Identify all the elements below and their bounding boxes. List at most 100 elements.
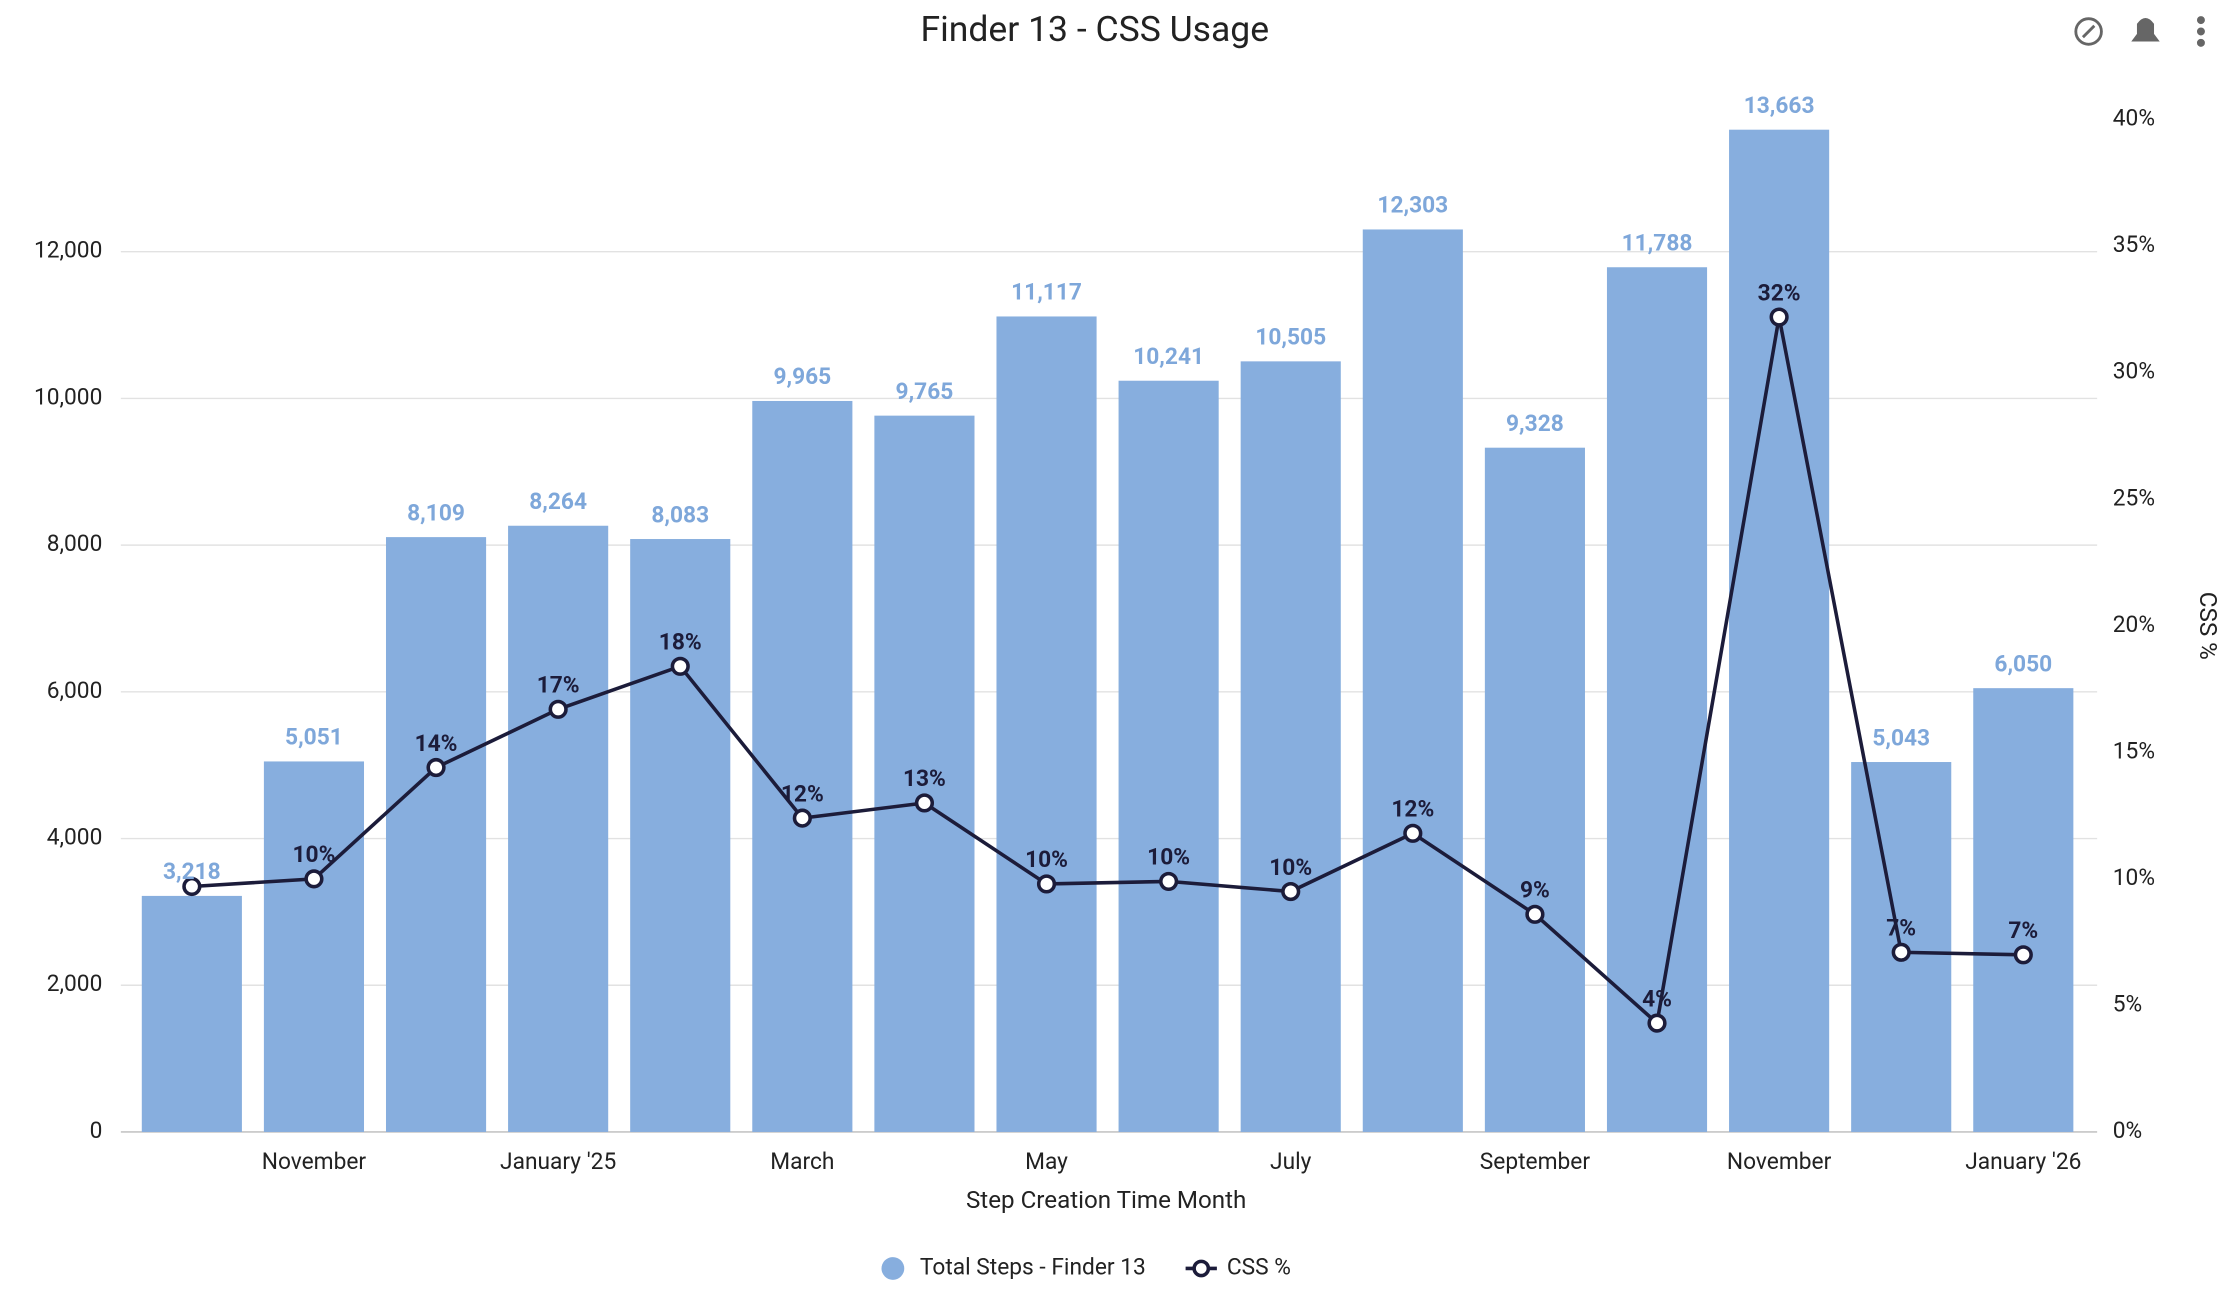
bar-value-label: 9,328 [1506, 410, 1564, 437]
bar-value-label: 10,241 [1133, 343, 1204, 370]
line-value-label: 9% [1520, 877, 1550, 904]
bar [996, 316, 1097, 1132]
x-tick-label: November [1727, 1148, 1832, 1175]
chart-title: Finder 13 - CSS Usage [920, 8, 1269, 50]
bar [1729, 129, 1830, 1132]
bar-value-label: 12,303 [1377, 192, 1448, 219]
line-point [304, 869, 324, 889]
line-point [2013, 945, 2033, 965]
menu-dot[interactable] [2196, 16, 2205, 25]
y-tick-label: 0 [90, 1117, 103, 1144]
x-axis-title: Step Creation Time Month [966, 1186, 1246, 1214]
bar [1973, 688, 2074, 1132]
bar [1118, 380, 1219, 1132]
line-value-label: 13% [903, 765, 946, 792]
bar-value-label: 9,765 [896, 378, 954, 405]
alert-icon[interactable] [2131, 18, 2160, 42]
legend-swatch [1192, 1259, 1211, 1278]
bar [1362, 229, 1463, 1132]
bar-value-label: 13,663 [1744, 92, 1815, 119]
line-point [1769, 307, 1789, 327]
bar [263, 761, 365, 1132]
y-tick-label: 10,000 [34, 383, 102, 410]
x-tick-label: November [262, 1148, 367, 1175]
bar-value-label: 8,264 [529, 488, 587, 515]
y2-tick-label: 25% [2113, 484, 2155, 511]
menu-dot[interactable] [2196, 27, 2205, 36]
y2-tick-label: 5% [2113, 990, 2142, 1017]
line-point [426, 757, 446, 778]
bar [1484, 447, 1585, 1132]
lines [182, 307, 2033, 1033]
line-point [1036, 874, 1057, 894]
x-tick-label: March [770, 1148, 834, 1175]
line-point [548, 699, 568, 719]
bar [1240, 361, 1341, 1132]
line-point [182, 876, 202, 897]
line-point [1403, 823, 1423, 843]
bar [752, 400, 853, 1132]
y-tick-label: 8,000 [47, 530, 103, 557]
x-tick-label: May [1025, 1148, 1068, 1175]
toolbar[interactable] [2074, 16, 2205, 47]
y2-axis-title: CSS % [2194, 592, 2218, 660]
y2-tick-label: 40% [2113, 105, 2155, 132]
line-value-label: 32% [1758, 279, 1801, 306]
bar [385, 537, 487, 1132]
bar-value-label: 3,218 [163, 858, 221, 885]
bar-value-label: 6,050 [1994, 650, 2052, 677]
explore-needle [2081, 24, 2096, 39]
y-tick-label: 12,000 [34, 237, 102, 264]
line-value-label: 18% [659, 629, 702, 656]
y2-tick-label: 10% [2113, 864, 2155, 891]
bar [874, 415, 975, 1132]
legend-label: Total Steps - Finder 13 [920, 1253, 1146, 1280]
line-value-label: 12% [1391, 796, 1434, 823]
y-tick-label: 2,000 [47, 970, 103, 997]
line-point [1647, 1013, 1667, 1033]
bar-value-label: 8,109 [407, 499, 465, 526]
bar [630, 539, 731, 1132]
explore-icon[interactable] [2074, 17, 2103, 46]
y-tick-label: 4,000 [47, 824, 103, 851]
y2-tick-label: 15% [2113, 737, 2155, 764]
line-value-label: 10% [1269, 854, 1312, 881]
line-value-label: 12% [781, 780, 824, 807]
line-point [1159, 871, 1179, 892]
legend-label: CSS % [1227, 1253, 1291, 1280]
y2-tick-label: 35% [2113, 231, 2155, 258]
line-value-label: 14% [415, 730, 458, 757]
x-tick-label: January '26 [1965, 1148, 2081, 1175]
line-point [1891, 942, 1911, 962]
x-tick-label: January '25 [500, 1148, 616, 1175]
line [191, 316, 2024, 1027]
labels: 0 2,000 4,000 6,000 8,000 10,000 12,000 0% 5% 10%… [34, 92, 2155, 1175]
line-point [670, 656, 690, 676]
x-tick-label: July [1270, 1148, 1312, 1175]
y2-tick-label: 0% [2113, 1117, 2142, 1144]
line-point [1525, 904, 1545, 924]
line-point [914, 793, 935, 813]
bar [1606, 267, 1708, 1132]
line-point [792, 808, 812, 828]
y2-tick-label: 30% [2113, 358, 2155, 385]
y2-tick-label: 20% [2113, 611, 2155, 638]
legend-swatch [881, 1257, 905, 1280]
bar-value-label: 9,965 [773, 363, 831, 390]
bar-value-label: 10,505 [1255, 324, 1326, 351]
line-value-label: 17% [537, 672, 580, 699]
bar-value-label: 8,083 [651, 501, 709, 528]
line-value-label: 7% [1886, 915, 1916, 942]
bars [141, 129, 2074, 1132]
bar-value-label: 11,788 [1622, 229, 1693, 256]
line-value-label: 10% [1025, 846, 1068, 873]
line-value-label: 4% [1642, 985, 1672, 1012]
menu-dot[interactable] [2196, 38, 2205, 47]
y-tick-label: 6,000 [47, 677, 103, 704]
line-value-label: 7% [2008, 917, 2038, 944]
bar-value-label: 5,043 [1872, 724, 1930, 751]
bar [508, 525, 609, 1132]
bar-value-label: 11,117 [1011, 279, 1082, 306]
